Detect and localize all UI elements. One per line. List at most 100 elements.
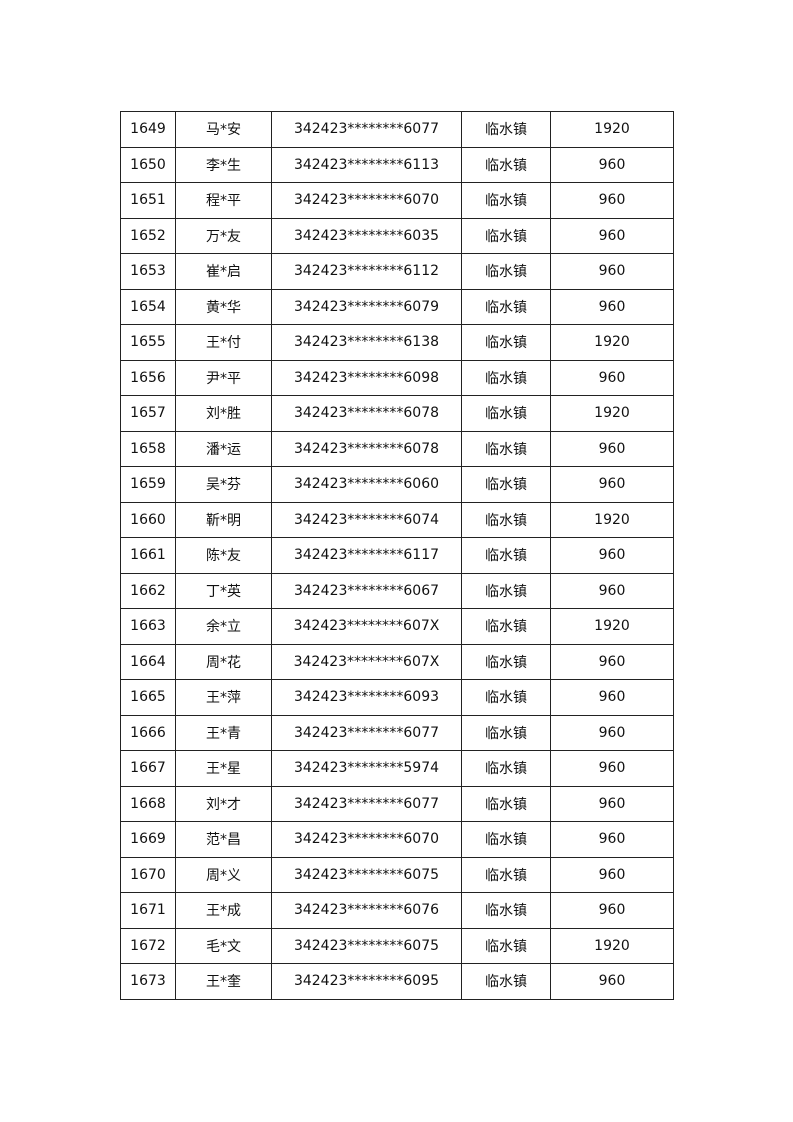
- cell-row-number: 1656: [120, 359, 176, 396]
- cell-town: 临水镇: [461, 927, 551, 964]
- cell-row-number: 1673: [120, 963, 176, 1000]
- cell-row-number: 1651: [120, 182, 176, 219]
- cell-town: 临水镇: [461, 146, 551, 183]
- table-row: 1652 万*友 342423********6035 临水镇 960: [120, 217, 674, 254]
- cell-row-number: 1671: [120, 892, 176, 929]
- cell-town: 临水镇: [461, 963, 551, 1000]
- cell-id-number: 342423********6093: [271, 679, 462, 716]
- table-row: 1649 马*安 342423********6077 临水镇 1920: [120, 111, 674, 148]
- cell-name: 王*萍: [175, 679, 272, 716]
- cell-row-number: 1666: [120, 714, 176, 751]
- cell-amount: 1920: [550, 501, 674, 538]
- cell-row-number: 1672: [120, 927, 176, 964]
- cell-name: 周*花: [175, 643, 272, 680]
- cell-name: 丁*英: [175, 572, 272, 609]
- cell-row-number: 1657: [120, 395, 176, 432]
- cell-amount: 960: [550, 785, 674, 822]
- cell-amount: 960: [550, 643, 674, 680]
- cell-town: 临水镇: [461, 359, 551, 396]
- cell-town: 临水镇: [461, 501, 551, 538]
- cell-id-number: 342423********6112: [271, 253, 462, 290]
- cell-name: 周*义: [175, 856, 272, 893]
- cell-row-number: 1660: [120, 501, 176, 538]
- cell-name: 万*友: [175, 217, 272, 254]
- table-row: 1666 王*青 342423********6077 临水镇 960: [120, 714, 674, 751]
- cell-id-number: 342423********6075: [271, 856, 462, 893]
- table-row: 1673 王*奎 342423********6095 临水镇 960: [120, 963, 674, 1000]
- table-row: 1672 毛*文 342423********6075 临水镇 1920: [120, 927, 674, 964]
- cell-amount: 960: [550, 182, 674, 219]
- table-row: 1650 李*生 342423********6113 临水镇 960: [120, 146, 674, 183]
- cell-row-number: 1652: [120, 217, 176, 254]
- cell-id-number: 342423********6077: [271, 785, 462, 822]
- cell-town: 临水镇: [461, 217, 551, 254]
- table-row: 1671 王*成 342423********6076 临水镇 960: [120, 892, 674, 929]
- table-row: 1663 余*立 342423********607X 临水镇 1920: [120, 608, 674, 645]
- cell-amount: 960: [550, 359, 674, 396]
- cell-amount: 960: [550, 572, 674, 609]
- table-row: 1654 黄*华 342423********6079 临水镇 960: [120, 288, 674, 325]
- cell-name: 毛*文: [175, 927, 272, 964]
- cell-name: 崔*启: [175, 253, 272, 290]
- cell-amount: 960: [550, 466, 674, 503]
- table-row: 1655 王*付 342423********6138 临水镇 1920: [120, 324, 674, 361]
- cell-amount: 1920: [550, 395, 674, 432]
- cell-id-number: 342423********6070: [271, 182, 462, 219]
- cell-row-number: 1654: [120, 288, 176, 325]
- table-body: 1649 马*安 342423********6077 临水镇 1920 1650 李*生 3…: [120, 111, 674, 1000]
- cell-amount: 960: [550, 679, 674, 716]
- table-row: 1661 陈*友 342423********6117 临水镇 960: [120, 537, 674, 574]
- cell-town: 临水镇: [461, 608, 551, 645]
- cell-row-number: 1659: [120, 466, 176, 503]
- table-row: 1660 靳*明 342423********6074 临水镇 1920: [120, 501, 674, 538]
- cell-row-number: 1665: [120, 679, 176, 716]
- cell-amount: 960: [550, 892, 674, 929]
- cell-town: 临水镇: [461, 253, 551, 290]
- cell-amount: 960: [550, 217, 674, 254]
- cell-town: 临水镇: [461, 466, 551, 503]
- cell-id-number: 342423********6076: [271, 892, 462, 929]
- cell-name: 尹*平: [175, 359, 272, 396]
- cell-town: 临水镇: [461, 288, 551, 325]
- cell-town: 临水镇: [461, 892, 551, 929]
- cell-id-number: 342423********6070: [271, 821, 462, 858]
- cell-id-number: 342423********6035: [271, 217, 462, 254]
- cell-id-number: 342423********607X: [271, 608, 462, 645]
- cell-row-number: 1664: [120, 643, 176, 680]
- cell-name: 程*平: [175, 182, 272, 219]
- cell-name: 王*星: [175, 750, 272, 787]
- cell-row-number: 1653: [120, 253, 176, 290]
- cell-id-number: 342423********6138: [271, 324, 462, 361]
- table-row: 1665 王*萍 342423********6093 临水镇 960: [120, 679, 674, 716]
- cell-amount: 960: [550, 537, 674, 574]
- cell-id-number: 342423********6098: [271, 359, 462, 396]
- cell-id-number: 342423********6078: [271, 430, 462, 467]
- cell-amount: 960: [550, 750, 674, 787]
- cell-row-number: 1667: [120, 750, 176, 787]
- cell-row-number: 1669: [120, 821, 176, 858]
- cell-id-number: 342423********6079: [271, 288, 462, 325]
- cell-row-number: 1670: [120, 856, 176, 893]
- cell-town: 临水镇: [461, 643, 551, 680]
- cell-name: 范*昌: [175, 821, 272, 858]
- table-row: 1662 丁*英 342423********6067 临水镇 960: [120, 572, 674, 609]
- cell-id-number: 342423********5974: [271, 750, 462, 787]
- cell-row-number: 1661: [120, 537, 176, 574]
- cell-name: 余*立: [175, 608, 272, 645]
- cell-amount: 960: [550, 253, 674, 290]
- cell-amount: 1920: [550, 324, 674, 361]
- cell-id-number: 342423********6075: [271, 927, 462, 964]
- cell-row-number: 1655: [120, 324, 176, 361]
- cell-row-number: 1649: [120, 111, 176, 148]
- cell-town: 临水镇: [461, 714, 551, 751]
- table-row: 1656 尹*平 342423********6098 临水镇 960: [120, 359, 674, 396]
- cell-amount: 960: [550, 714, 674, 751]
- cell-town: 临水镇: [461, 572, 551, 609]
- cell-id-number: 342423********6060: [271, 466, 462, 503]
- table-row: 1651 程*平 342423********6070 临水镇 960: [120, 182, 674, 219]
- table-row: 1667 王*星 342423********5974 临水镇 960: [120, 750, 674, 787]
- cell-town: 临水镇: [461, 821, 551, 858]
- cell-town: 临水镇: [461, 537, 551, 574]
- cell-amount: 960: [550, 963, 674, 1000]
- cell-name: 刘*胜: [175, 395, 272, 432]
